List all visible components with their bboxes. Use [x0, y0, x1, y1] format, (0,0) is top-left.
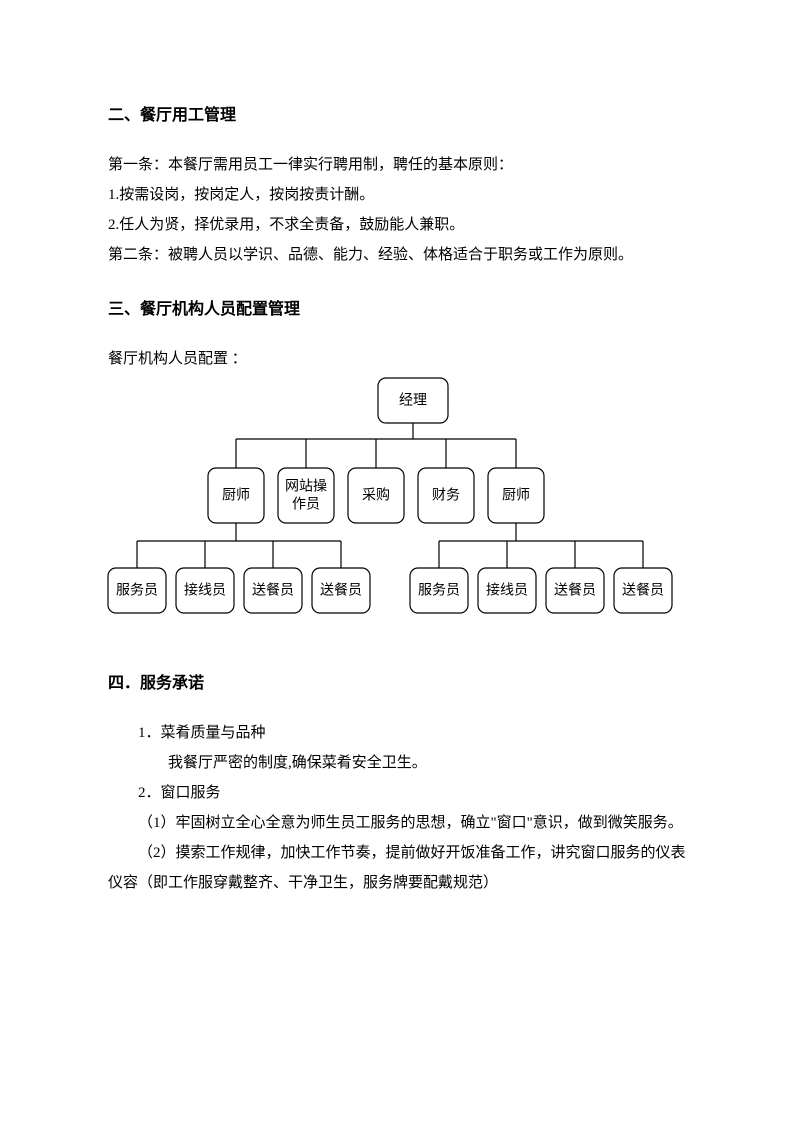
- org-node-label: 送餐员: [320, 583, 362, 599]
- section2-p3: 2.任人为贤，择优录用，不求全责备，鼓励能人兼职。: [108, 210, 686, 240]
- org-node-label: 接线员: [486, 582, 528, 599]
- org-node-label: 网站操: [285, 479, 327, 495]
- section3-intro: 餐厅机构人员配置 ：: [108, 344, 686, 374]
- org-node-label: 作员: [292, 497, 320, 513]
- org-node-label: 厨师: [502, 488, 530, 504]
- org-node-label: 厨师: [222, 488, 250, 504]
- section2-p2: 1.按需设岗，按岗定人，按岗按责计酬。: [108, 180, 686, 210]
- section4-item1-body: 我餐厅严密的制度,确保菜肴安全卫生。: [108, 748, 686, 778]
- section4-item2a: （1）牢固树立全心全意为师生员工服务的思想，确立"窗口"意识，做到微笑服务。: [108, 808, 686, 838]
- section4-heading: 四．服务承诺: [108, 668, 686, 700]
- org-node-label: 服务员: [116, 583, 158, 599]
- section2-p4: 第二条：被聘人员以学识、品德、能力、经验、体格适合于职务或工作为原则。: [108, 240, 686, 270]
- org-node-label: 送餐员: [622, 583, 664, 599]
- org-node-label: 服务员: [418, 583, 460, 599]
- org-node: [278, 468, 334, 523]
- section2-heading: 二、餐厅用工管理: [108, 100, 686, 132]
- org-node-label: 采购: [362, 488, 390, 504]
- section4-item2: 2．窗口服务: [108, 778, 686, 808]
- section4-item1: 1．菜肴质量与品种: [108, 718, 686, 748]
- org-node-label: 送餐员: [554, 583, 596, 599]
- section2-p1: 第一条：本餐厅需用员工一律实行聘用制，聘任的基本原则：: [108, 150, 686, 180]
- org-chart: 经理厨师 网站操作员 采购 财务 厨师服务员 接线员 送餐员 送餐员 服务员 接线员 送餐员 送餐员: [108, 378, 686, 638]
- org-node-label: 财务: [432, 488, 460, 504]
- section3-heading: 三、餐厅机构人员配置管理: [108, 294, 686, 326]
- org-node-label: 接线员: [184, 582, 226, 599]
- org-node-label: 经理: [399, 393, 427, 409]
- section4-item2b: （2）摸索工作规律，加快工作节奏，提前做好开饭准备工作，讲究窗口服务的仪表仪容（…: [108, 838, 686, 898]
- org-node-label: 送餐员: [252, 583, 294, 599]
